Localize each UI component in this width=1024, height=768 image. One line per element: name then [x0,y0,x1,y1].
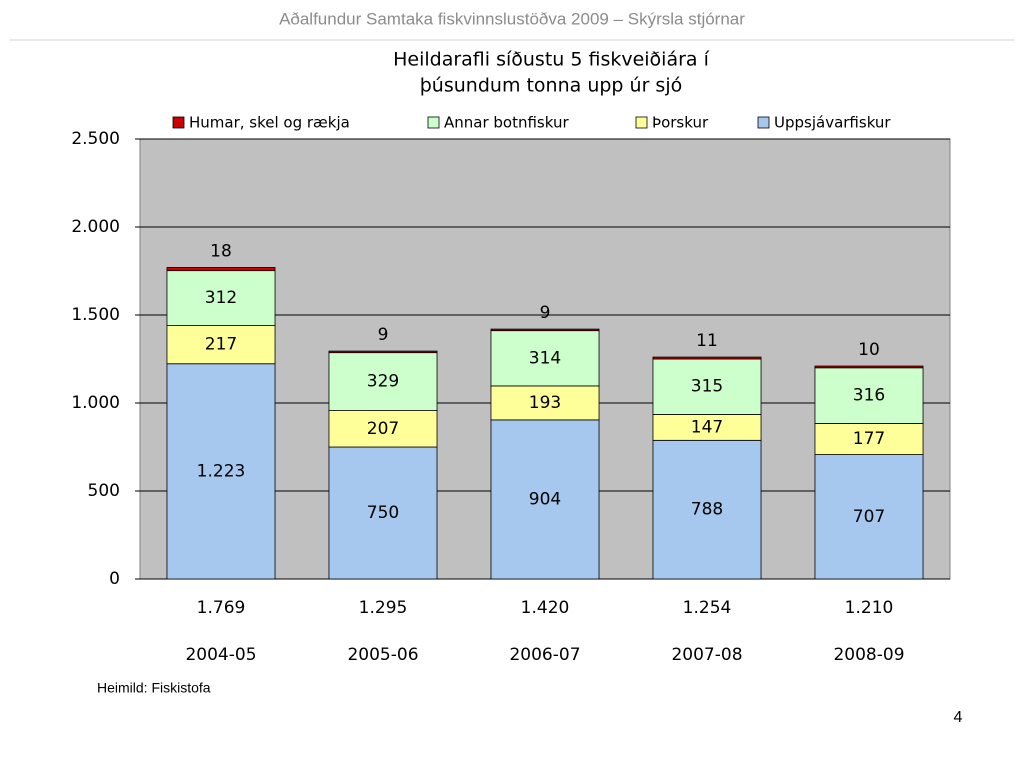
bar-segment [814,365,924,369]
value-label: 312 [205,288,237,308]
bar-segment [328,350,438,354]
value-label: 788 [691,500,723,520]
total-label: 1.420 [521,598,570,618]
bar-segment [814,367,924,424]
y-tick-label: 1.000 [71,393,120,413]
value-label: 147 [691,417,723,437]
bar-segment [166,325,276,365]
value-label: 193 [529,393,561,413]
x-tick-label: 2008-09 [833,645,904,665]
y-tick-label: 1.500 [71,305,120,325]
bar-segment [166,363,276,580]
value-label: 1.223 [197,461,246,481]
bar-segment [490,419,600,580]
legend-label: Uppsjávarfiskur [774,114,891,132]
bar-segment [490,328,600,332]
y-tick-label: 2.000 [71,217,120,237]
value-label: 904 [529,489,561,509]
legend-swatch [172,116,185,129]
value-label: 750 [367,503,399,523]
bar-segment [652,414,762,441]
value-label: 314 [529,348,561,368]
value-label: 10 [858,340,880,360]
bar-segment [814,423,924,455]
y-tick-label: 500 [88,481,120,501]
source: Heimild: Fiskistofa [97,680,211,696]
y-tick-label: 2.500 [71,129,120,149]
bar-segment [490,385,600,421]
value-label: 217 [205,335,237,355]
chart-title: þúsundum tonna upp úr sjó [420,75,682,97]
bar-segment [652,356,762,360]
total-label: 1.769 [197,598,246,618]
chart-title: Heildarafli síðustu 5 fiskveiðiára í [393,49,710,71]
legend-swatch [635,116,648,129]
bar-segment [652,358,762,415]
value-label: 177 [853,429,885,449]
value-label: 207 [367,419,399,439]
x-tick-label: 2005-06 [347,645,418,665]
slide-header: Aðalfundur Samtaka fiskvinnslustöðva 200… [279,9,745,28]
x-tick-label: 2004-05 [185,645,256,665]
value-label: 707 [853,507,885,527]
value-label: 329 [367,372,399,392]
legend-label: Þorskur [652,114,709,132]
total-label: 1.210 [845,598,894,618]
y-tick-label: 0 [109,569,120,589]
bar-segment [490,330,600,387]
value-label: 9 [378,325,389,345]
bar-segment [166,267,276,272]
bar-segment [814,454,924,580]
bar-segment [328,410,438,448]
x-tick-label: 2006-07 [509,645,580,665]
bar-segment [328,352,438,411]
total-label: 1.254 [683,598,732,618]
legend-swatch [757,116,770,129]
page-number: 4 [954,709,963,726]
value-label: 11 [696,331,718,351]
legend-label: Annar botnfiskur [444,114,569,132]
bar-segment [166,270,276,326]
value-label: 315 [691,377,723,397]
legend-label: Humar, skel og rækja [189,114,350,132]
value-label: 9 [540,303,551,323]
bar-segment [328,446,438,580]
value-label: 18 [210,241,232,261]
x-tick-label: 2007-08 [671,645,742,665]
total-label: 1.295 [359,598,408,618]
legend-swatch [427,116,440,129]
value-label: 316 [853,386,885,406]
